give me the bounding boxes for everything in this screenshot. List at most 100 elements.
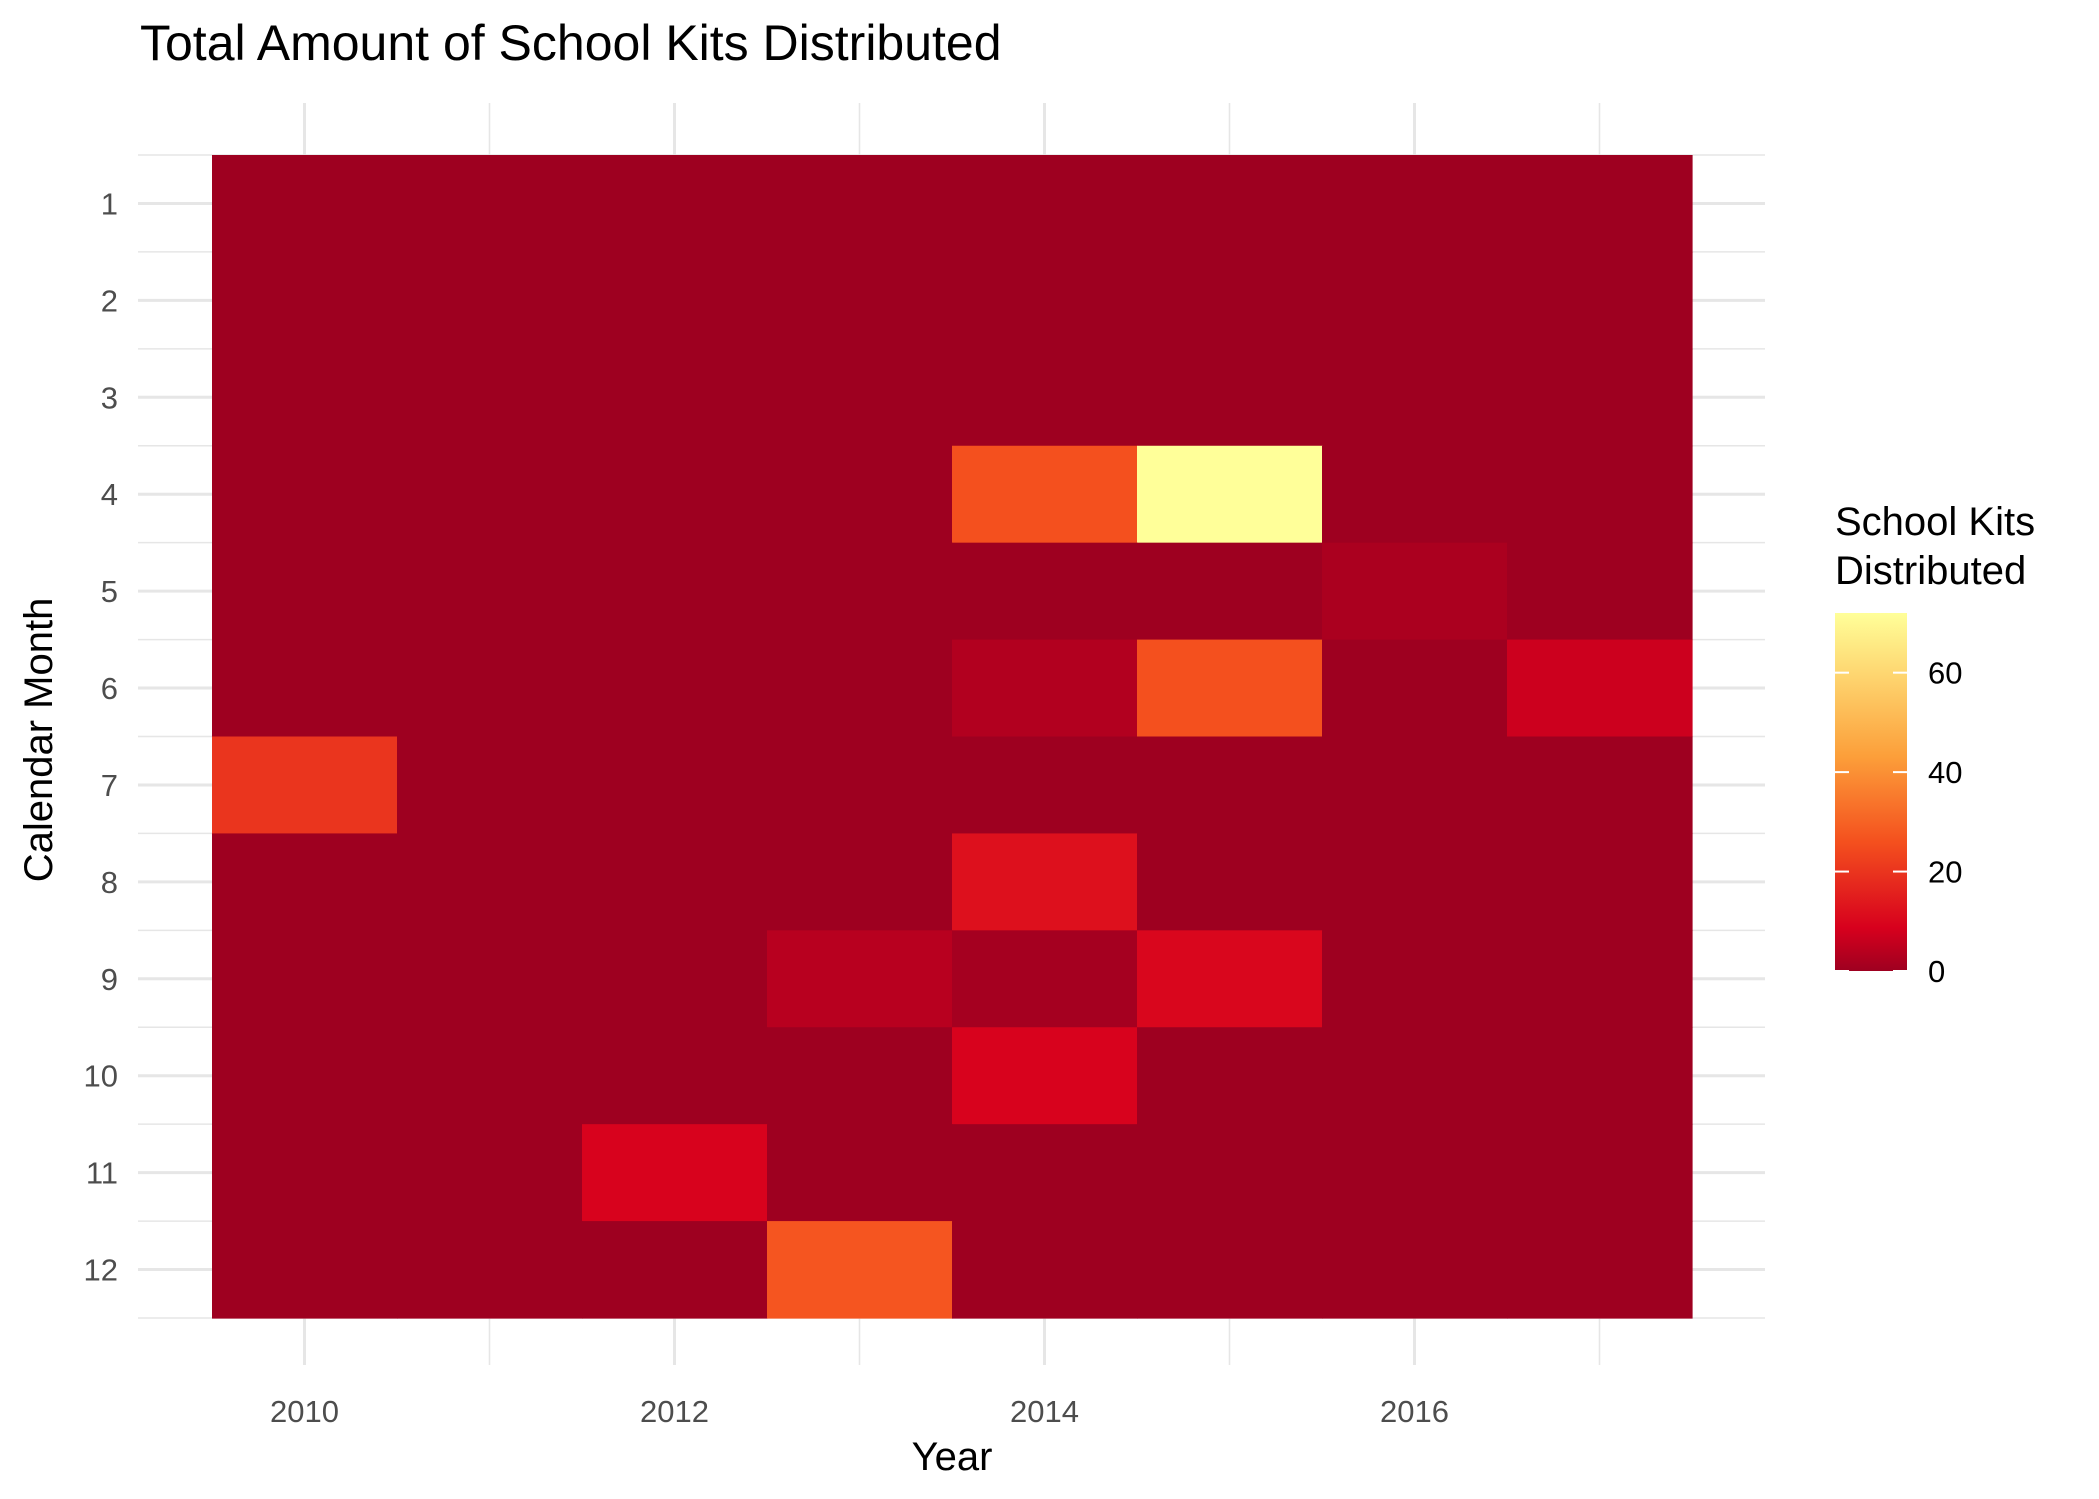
heatmap-cell (582, 445, 768, 544)
heatmap-cell (952, 155, 1138, 253)
heatmap-cell (212, 1124, 398, 1222)
heatmap-cell (1137, 1124, 1323, 1222)
heatmap-cell (212, 833, 398, 931)
color-legend: School Kits Distributed 0 20 40 60 (1835, 500, 2035, 989)
heatmap-cell (212, 445, 398, 544)
y-tick-label: 7 (101, 768, 118, 803)
y-tick-label: 11 (86, 1156, 118, 1191)
heatmap-cell (212, 639, 398, 738)
heatmap-cell (1137, 251, 1323, 350)
heatmap-cell (767, 348, 953, 447)
heatmap-cell (1507, 348, 1693, 447)
heatmap-cell (582, 251, 768, 350)
heatmap-cell (952, 348, 1138, 447)
y-axis-title: Calendar Month (17, 598, 61, 883)
heatmap-cell (767, 445, 953, 544)
heatmap-cell (767, 1221, 953, 1319)
heatmap-cell (952, 833, 1138, 931)
x-tick-label: 2014 (1010, 1394, 1079, 1429)
heatmap-cell (397, 930, 583, 1028)
x-tick-label: 2010 (270, 1394, 339, 1429)
heatmap-cell (397, 1221, 583, 1319)
heatmap-cell (582, 542, 768, 641)
heatmap-cell (1507, 639, 1693, 738)
heatmap-cell (1137, 833, 1323, 931)
heatmap-cell (397, 736, 583, 835)
heatmap-cell (1507, 1221, 1693, 1319)
heatmap-cell (1137, 736, 1323, 835)
heatmap-cell (212, 1221, 398, 1319)
heatmap-cell (1322, 445, 1508, 544)
heatmap-cell (952, 1221, 1138, 1319)
heatmap-cell (397, 1124, 583, 1222)
heatmap-cell (582, 155, 768, 253)
heatmap-cell (952, 736, 1138, 835)
heatmap-cell (767, 930, 953, 1028)
heatmap-cell (1322, 1124, 1508, 1222)
heatmap-cell (1507, 251, 1693, 350)
heatmap-cell (1322, 736, 1508, 835)
heatmap-cell (767, 639, 953, 738)
heatmap-cell (1322, 155, 1508, 253)
legend-tick-label: 0 (1928, 954, 1945, 989)
heatmap-cell (1322, 1221, 1508, 1319)
heatmap-cell (1137, 1221, 1323, 1319)
x-tick-label: 2016 (1380, 1394, 1449, 1429)
y-tick-label: 12 (84, 1253, 118, 1288)
legend-tick-label: 20 (1928, 855, 1962, 890)
heatmap-cell (212, 1027, 398, 1125)
heatmap-cell (1507, 930, 1693, 1028)
heatmap-cell (397, 639, 583, 738)
heatmap-cell (397, 445, 583, 544)
heatmap-cell (582, 1221, 768, 1319)
heatmap-cell (1137, 930, 1323, 1028)
heatmap-cell (212, 251, 398, 350)
heatmap-cell (582, 736, 768, 835)
heatmap-cell (1322, 1027, 1508, 1125)
heatmap-cell (952, 639, 1138, 738)
heatmap-cell (952, 445, 1138, 544)
heatmap-cell (212, 930, 398, 1028)
heatmap-cell (1507, 1027, 1693, 1125)
heatmap-cell (397, 251, 583, 350)
heatmap-cell (952, 542, 1138, 641)
x-axis-title: Year (912, 1435, 993, 1479)
heatmap-cell (1137, 155, 1323, 253)
heatmap-cell (952, 930, 1138, 1028)
heatmap-cell (1322, 833, 1508, 931)
y-tick-label: 8 (101, 865, 118, 900)
heatmap-cell (1322, 639, 1508, 738)
y-tick-label: 9 (101, 962, 118, 997)
heatmap-cell (1322, 930, 1508, 1028)
heatmap-cell (1137, 445, 1323, 544)
heatmap-cell (1322, 348, 1508, 447)
heatmap-cell (767, 542, 953, 641)
heatmap-cell (397, 833, 583, 931)
heatmap-cell (952, 1027, 1138, 1125)
heatmap-cell (767, 251, 953, 350)
x-tick-label: 2012 (640, 1394, 709, 1429)
y-tick-label: 10 (84, 1059, 118, 1094)
heatmap-cell (582, 833, 768, 931)
y-tick-label: 5 (101, 574, 118, 609)
heatmap-cell (1137, 348, 1323, 447)
y-tick-label: 6 (101, 671, 118, 706)
heatmap-cell (212, 348, 398, 447)
legend-ticks: 0 20 40 60 (1835, 656, 1962, 989)
heatmap-cells (212, 155, 1693, 1319)
y-tick-label: 2 (101, 283, 118, 318)
x-axis-ticks: 2010 2012 2014 2016 (270, 1394, 1449, 1429)
legend-title-line-1: School Kits (1835, 500, 2035, 544)
heatmap-cell (212, 542, 398, 641)
heatmap-cell (1507, 1124, 1693, 1222)
heatmap-cell (767, 155, 953, 253)
heatmap-cell (582, 930, 768, 1028)
heatmap-cell (1507, 542, 1693, 641)
heatmap-cell (1322, 251, 1508, 350)
y-tick-label: 3 (101, 380, 118, 415)
heatmap-cell (1137, 1027, 1323, 1125)
heatmap-cell (397, 348, 583, 447)
heatmap-cell (212, 155, 398, 253)
heatmap-cell (1322, 542, 1508, 641)
